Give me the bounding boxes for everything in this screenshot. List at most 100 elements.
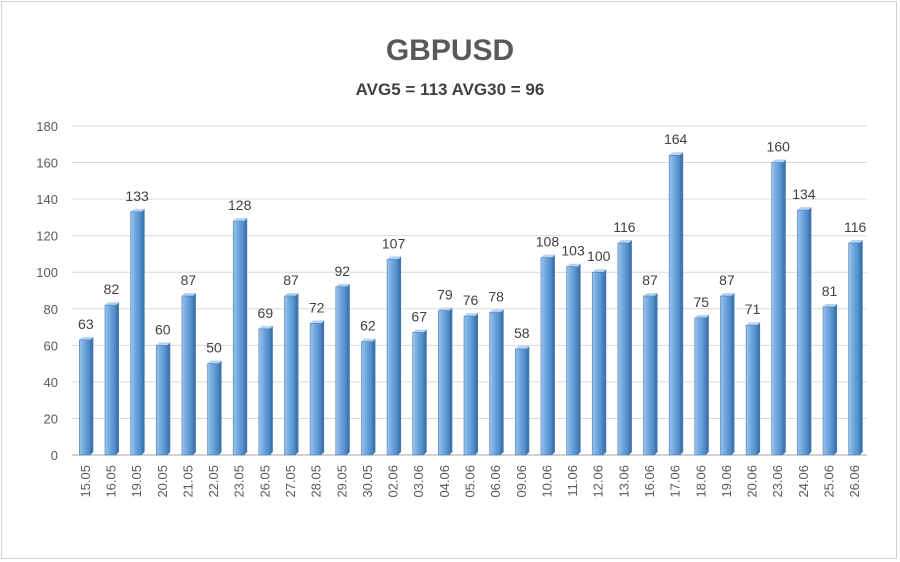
y-tick-label: 140 — [36, 192, 58, 207]
bar-front — [745, 324, 758, 456]
x-tick-label: 21.05 — [180, 465, 195, 498]
data-label: 100 — [587, 248, 611, 264]
data-label: 103 — [561, 243, 585, 259]
data-labels: 63 82 133 60 87 50 128 69 87 72 92 62 107 67 79 76 78 58 1… — [78, 131, 867, 355]
data-label: 87 — [642, 272, 658, 288]
bar-top — [617, 239, 632, 243]
bar-front — [797, 209, 809, 456]
bar-side — [654, 292, 658, 455]
bar-side — [218, 360, 222, 455]
bar-side — [141, 208, 145, 455]
x-tick-label: 29.05 — [334, 465, 349, 498]
bar — [181, 292, 196, 456]
bar-front — [720, 295, 732, 456]
x-tick-label: 23.05 — [232, 465, 247, 498]
bar — [386, 256, 402, 456]
bar-top — [515, 345, 530, 349]
data-label: 62 — [360, 318, 376, 334]
x-tick-label: 27.05 — [283, 465, 298, 498]
bar-side — [680, 152, 684, 455]
bar-side — [628, 239, 632, 455]
x-tick-label: 22.05 — [206, 465, 221, 498]
bar — [540, 254, 555, 456]
bar-front — [181, 295, 194, 456]
bar-side — [115, 302, 119, 455]
y-tick-label: 100 — [36, 265, 58, 280]
data-label: 81 — [822, 283, 838, 299]
x-tick-label: 13.06 — [616, 465, 631, 498]
x-axis-ticks: 15.05 16.05 19.05 20.05 21.05 22.05 23.05 26.05… — [78, 465, 862, 498]
bar-side — [808, 207, 812, 455]
bar-side — [423, 329, 427, 455]
bar-side — [167, 342, 171, 455]
bar-top — [464, 313, 478, 317]
x-tick-label: 20.05 — [155, 465, 170, 498]
x-tick-label: 10.06 — [539, 465, 554, 498]
bar — [822, 303, 838, 456]
bar-front — [207, 363, 219, 456]
bar-front — [130, 211, 142, 456]
bar-top — [310, 320, 325, 324]
bar-side — [321, 320, 325, 455]
bar-front — [643, 295, 655, 456]
bar-top — [361, 338, 376, 342]
x-tick-label: 19.06 — [719, 465, 734, 498]
bar-side — [398, 256, 402, 455]
bar — [797, 207, 812, 456]
bar-front — [386, 259, 399, 456]
bar — [720, 292, 735, 456]
bar-front — [463, 315, 476, 456]
bar-front — [566, 266, 578, 456]
bar-top — [438, 307, 453, 311]
y-tick-label: 60 — [44, 338, 58, 353]
bar-side — [834, 303, 838, 455]
y-tick-label: 120 — [36, 229, 58, 244]
bar — [155, 342, 171, 456]
bar-top — [592, 269, 607, 273]
bar-side — [244, 218, 248, 455]
x-tick-label: 28.05 — [309, 465, 324, 498]
bar-side — [449, 307, 453, 455]
x-tick-label: 23.06 — [770, 465, 785, 498]
data-label: 160 — [767, 139, 791, 155]
x-tick-label: 30.05 — [360, 465, 375, 498]
bar — [438, 307, 453, 456]
data-label: 63 — [78, 316, 94, 332]
bar — [643, 292, 658, 456]
bar-front — [438, 310, 450, 456]
bar-front — [668, 154, 681, 456]
bar — [463, 313, 478, 456]
x-tick-label: 16.06 — [642, 465, 657, 498]
bar-top — [258, 325, 273, 329]
y-tick-label: 80 — [44, 302, 58, 317]
data-label: 92 — [334, 263, 350, 279]
bar — [668, 152, 684, 456]
bar-front — [514, 348, 527, 456]
data-label: 71 — [745, 301, 761, 317]
bar-top — [335, 283, 350, 287]
x-tick-label: 17.06 — [668, 465, 683, 498]
x-tick-label: 15.05 — [78, 465, 93, 498]
bar-top — [643, 292, 658, 296]
x-tick-label: 04.06 — [437, 465, 452, 498]
bar — [617, 239, 632, 456]
bar-top — [130, 208, 145, 212]
y-tick-label: 40 — [44, 375, 58, 390]
bar-front — [617, 242, 630, 456]
data-label: 134 — [792, 186, 816, 202]
bar — [412, 329, 427, 456]
data-label: 107 — [382, 235, 406, 251]
bar-side — [500, 309, 504, 455]
bar-side — [90, 336, 94, 455]
bar-top — [746, 322, 761, 326]
bar-front — [155, 345, 168, 456]
bar — [207, 360, 222, 456]
bar-side — [192, 292, 196, 455]
data-label: 58 — [514, 325, 530, 341]
bar — [591, 269, 607, 456]
x-tick-label: 25.06 — [822, 465, 837, 498]
bar — [335, 283, 350, 456]
bar — [79, 336, 94, 456]
bar — [361, 338, 376, 456]
bar — [130, 208, 145, 456]
